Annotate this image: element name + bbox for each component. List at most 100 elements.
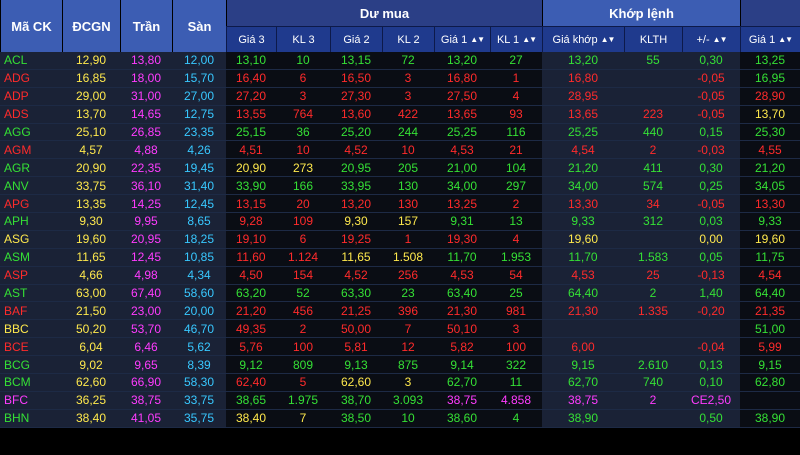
cell-k2: 10 <box>382 141 434 159</box>
cell-sym[interactable]: BCM <box>0 374 62 391</box>
table-row[interactable]: ADG 16,85 18,00 15,70 16,40 6 16,50 3 16,80 1 16,8… <box>0 69 800 88</box>
cell-g3: 27,20 <box>226 87 276 105</box>
col-symbol-header[interactable]: Mã CK <box>0 0 62 52</box>
cell-a1: 38,90 <box>740 409 800 427</box>
table-row[interactable]: AGG 25,10 26,85 23,35 25,15 36 25,20 244 25,25 11… <box>0 123 800 142</box>
cell-sym[interactable]: BAF <box>0 302 62 320</box>
col-bid-vol1-label: KL 1 <box>496 33 520 46</box>
col-ref-header[interactable]: ĐCGN <box>62 0 120 52</box>
cell-floor: 33,75 <box>172 391 226 409</box>
cell-mp: 9,15 <box>542 356 624 374</box>
table-row[interactable]: BHN 38,40 41,05 35,75 38,40 7 38,50 10 38,60 4 38,… <box>0 409 800 428</box>
table-row[interactable]: BCE 6,04 6,46 5,62 5,76 100 5,81 12 5,82 100 6,00-… <box>0 338 800 357</box>
cell-mv: 223 <box>624 105 682 123</box>
cell-sym[interactable]: BHN <box>0 409 62 427</box>
table-row[interactable]: ACL 12,90 13,80 12,00 13,10 10 13,15 72 13,20 27 1… <box>0 52 800 70</box>
cell-g1: 38,60 <box>434 409 490 427</box>
col-change[interactable]: +/- ▲▼ <box>682 26 740 52</box>
table-row[interactable]: AGR 20,90 22,35 19,45 20,90 273 20,95 205 21,00 1… <box>0 159 800 178</box>
col-match-vol[interactable]: KLTH <box>624 26 682 52</box>
table-row[interactable]: BCM 62,60 66,90 58,30 62,40 5 62,60 3 62,70 11 62,… <box>0 374 800 392</box>
cell-ceil: 38,75 <box>120 391 172 409</box>
table-row[interactable]: ASM 11,65 12,45 10,85 11,60 1.124 11,65 1.508 11… <box>0 248 800 267</box>
cell-k2: 1 <box>382 230 434 248</box>
cell-g3: 4,50 <box>226 266 276 284</box>
cell-a1: 25,30 <box>740 123 800 141</box>
col-floor-header[interactable]: Sàn <box>172 0 226 52</box>
col-bid-price1[interactable]: Giá 1 ▲▼ <box>434 26 490 52</box>
sort-icon[interactable]: ▲▼ <box>778 35 793 44</box>
col-bid-price3[interactable]: Giá 3 <box>226 26 276 52</box>
cell-ceil: 22,35 <box>120 159 172 177</box>
table-row[interactable]: ASG 19,60 20,95 18,25 19,10 6 19,25 1 19,30 4 19,6… <box>0 230 800 249</box>
cell-sym[interactable]: ASM <box>0 248 62 266</box>
cell-k1: 116 <box>490 123 542 141</box>
table-row[interactable]: ANV 33,75 36,10 31,40 33,90 166 33,95 130 34,00 2… <box>0 177 800 196</box>
cell-mp: 64,40 <box>542 284 624 302</box>
cell-g2: 33,95 <box>330 177 382 195</box>
cell-sym[interactable]: ADS <box>0 105 62 123</box>
cell-ceil: 13,80 <box>120 52 172 69</box>
cell-floor: 12,45 <box>172 195 226 213</box>
cell-k1: 1 <box>490 69 542 87</box>
cell-k1: 4 <box>490 409 542 427</box>
cell-sym[interactable]: ASG <box>0 230 62 248</box>
cell-k1: 1.953 <box>490 248 542 266</box>
col-ceiling-header[interactable]: Trần <box>120 0 172 52</box>
sort-icon[interactable]: ▲▼ <box>712 35 728 44</box>
cell-mp: 38,90 <box>542 409 624 427</box>
table-row[interactable]: ADP 29,00 31,00 27,00 27,20 3 27,30 3 27,50 4 28,9… <box>0 87 800 106</box>
cell-sym[interactable]: BFC <box>0 391 62 409</box>
cell-g1: 5,82 <box>434 338 490 356</box>
cell-sym[interactable]: ASP <box>0 266 62 284</box>
sort-icon[interactable]: ▲▼ <box>522 35 537 44</box>
table-row[interactable]: BFC 36,25 38,75 33,75 38,65 1.975 38,70 3.093 38… <box>0 391 800 410</box>
table-row[interactable]: APH 9,30 9,95 8,65 9,28 109 9,30 157 9,31 13 9,33 3… <box>0 213 800 231</box>
table-row[interactable]: BAF 21,50 23,00 20,00 21,20 456 21,25 396 21,30 9… <box>0 302 800 321</box>
cell-floor: 18,25 <box>172 230 226 248</box>
table-row[interactable]: AGM 4,57 4,88 4,26 4,51 10 4,52 10 4,53 21 4,54 2 -0… <box>0 141 800 160</box>
cell-ch: 0,30 <box>682 159 740 177</box>
table-row[interactable]: ADS 13,70 14,65 12,75 13,55 764 13,60 422 13,65 9… <box>0 105 800 124</box>
table-row[interactable]: BCG 9,02 9,65 8,39 9,12 809 9,13 875 9,14 322 9,15… <box>0 356 800 375</box>
cell-sym[interactable]: ACL <box>0 52 62 69</box>
table-row[interactable]: BBC 50,20 53,70 46,70 49,35 2 50,00 7 50,10 3 51,0… <box>0 320 800 339</box>
cell-sym[interactable]: APH <box>0 213 62 230</box>
cell-floor: 19,45 <box>172 159 226 177</box>
cell-floor: 31,40 <box>172 177 226 195</box>
cell-mp: 4,53 <box>542 266 624 284</box>
cell-sym[interactable]: ADG <box>0 69 62 87</box>
cell-mp: 28,95 <box>542 87 624 105</box>
cell-k2: 157 <box>382 213 434 230</box>
cell-sym[interactable]: APG <box>0 195 62 213</box>
cell-sym[interactable]: ANV <box>0 177 62 195</box>
table-row[interactable]: AST 63,00 67,40 58,60 63,20 52 63,30 23 63,40 25 6… <box>0 284 800 303</box>
cell-sym[interactable]: AST <box>0 284 62 302</box>
cell-sym[interactable]: BBC <box>0 320 62 338</box>
col-ask-price1[interactable]: Giá 1 ▲▼ <box>740 26 800 52</box>
bid-group-header: Dư mua <box>226 0 542 26</box>
col-bid-vol3[interactable]: KL 3 <box>276 26 330 52</box>
cell-sym[interactable]: ADP <box>0 87 62 105</box>
sort-icon[interactable]: ▲▼ <box>470 35 485 44</box>
col-bid-vol2[interactable]: KL 2 <box>382 26 434 52</box>
cell-ch: -0,13 <box>682 266 740 284</box>
sort-icon[interactable]: ▲▼ <box>600 35 616 44</box>
table-row[interactable]: APG 13,35 14,25 12,45 13,15 20 13,20 130 13,25 2 1… <box>0 195 800 214</box>
cell-sym[interactable]: AGR <box>0 159 62 177</box>
cell-sym[interactable]: BCG <box>0 356 62 374</box>
cell-ch: -0,03 <box>682 141 740 159</box>
col-match-price[interactable]: Giá khớp ▲▼ <box>542 26 624 52</box>
col-floor-label: Sàn <box>187 18 212 34</box>
cell-a1 <box>740 391 800 409</box>
cell-k3: 3 <box>276 87 330 105</box>
col-bid-vol1[interactable]: KL 1 ▲▼ <box>490 26 542 52</box>
table-row[interactable]: ASP 4,66 4,98 4,34 4,50 154 4,52 256 4,53 54 4,53 2… <box>0 266 800 285</box>
cell-g1: 13,20 <box>434 52 490 69</box>
col-bid-price2[interactable]: Giá 2 <box>330 26 382 52</box>
cell-sym[interactable]: BCE <box>0 338 62 356</box>
cell-g2: 38,70 <box>330 391 382 409</box>
cell-sym[interactable]: AGG <box>0 123 62 141</box>
cell-ch <box>682 320 740 338</box>
cell-sym[interactable]: AGM <box>0 141 62 159</box>
